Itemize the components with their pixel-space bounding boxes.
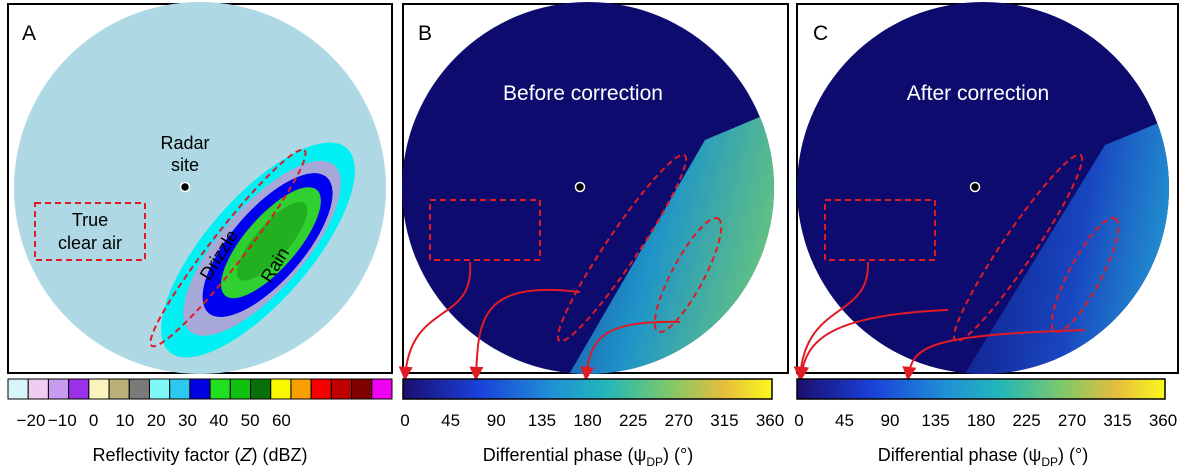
axis-label-sub: DP	[1041, 455, 1058, 469]
colorbar-swatch	[7, 378, 29, 400]
colorbar-swatch	[351, 378, 373, 400]
colorbar	[796, 378, 1166, 400]
drizzle-outline	[556, 153, 688, 343]
colorbar-swatch	[88, 378, 110, 400]
colorbar-tick-label: 270	[1058, 411, 1086, 430]
axis-label-sub: DP	[646, 455, 663, 469]
axis-label-part: Differential phase (	[483, 445, 634, 465]
colorbar-tick-label: 0	[794, 411, 803, 430]
arrow	[795, 309, 949, 381]
colorbar-tick-label: 270	[665, 411, 693, 430]
colorbar-tick-label: 180	[573, 411, 601, 430]
colorbar-tick-label: 225	[619, 411, 647, 430]
colorbar-tick-label: 40	[209, 411, 228, 430]
colorbar-swatch	[169, 378, 191, 400]
colorbar-swatch	[310, 378, 332, 400]
clear-air-box	[824, 199, 936, 261]
axis-label-var: Z	[240, 445, 253, 465]
colorbar-swatch	[250, 378, 272, 400]
clear-air-label: clear air	[58, 233, 122, 253]
colorbar-tick-label: −20	[17, 411, 46, 430]
colorbar-swatch	[189, 378, 211, 400]
colorbar-swatch	[148, 378, 171, 400]
colorbar	[402, 378, 773, 400]
colorbar-swatch	[68, 378, 90, 400]
colorbar-tick-label: 20	[147, 411, 166, 430]
colorbar-tick-label: 315	[710, 411, 738, 430]
axis-label-part: Reflectivity factor (	[92, 445, 240, 465]
colorbar-axis-label: Reflectivity factor (Z) (dBZ)	[92, 445, 307, 465]
clear-air-box	[429, 199, 541, 261]
arrow	[469, 288, 581, 381]
clear-air-box	[34, 202, 146, 261]
colorbar-swatch	[27, 378, 49, 400]
colorbar-tick-label: 90	[881, 411, 900, 430]
panel-label: C	[813, 22, 828, 45]
colorbar-tick-label: 45	[441, 411, 460, 430]
colorbar-swatch	[290, 378, 312, 400]
colorbar-tick-label: 135	[528, 411, 556, 430]
panel-title: Before correction	[503, 82, 663, 105]
colorbar-tick-label: 10	[115, 411, 134, 430]
colorbar-tick-label: 45	[835, 411, 854, 430]
colorbar-tick-label: 135	[921, 411, 949, 430]
colorbar-swatch	[371, 378, 393, 400]
colorbar-tick-label: 90	[487, 411, 506, 430]
axis-label-part: ) (°)	[1058, 445, 1088, 465]
colorbar-tick-label: 60	[272, 411, 291, 430]
arrow	[580, 320, 681, 381]
panel-label: A	[22, 22, 36, 45]
colorbar-tick-label: 225	[1012, 411, 1040, 430]
panel-title: After correction	[907, 82, 1049, 105]
colorbar-swatch	[128, 378, 150, 400]
radar-site-label: Radar	[160, 133, 209, 153]
colorbar-swatch	[330, 378, 353, 400]
panel-label: B	[418, 22, 432, 45]
colorbar-swatch	[108, 378, 130, 400]
colorbar-tick-label: 0	[400, 411, 409, 430]
colorbar-tick-label: 30	[178, 411, 197, 430]
colorbar	[7, 378, 393, 400]
arrow	[793, 261, 870, 381]
arrow	[902, 329, 1086, 381]
arrow	[398, 261, 472, 381]
axis-label-var: ψ	[634, 445, 647, 465]
colorbar-swatch	[270, 378, 292, 400]
colorbar-axis-label: Differential phase (ψDP) (°)	[483, 445, 693, 469]
rain-outline	[653, 216, 723, 334]
colorbar-swatch	[229, 378, 252, 400]
axis-label-part: ) (°)	[663, 445, 693, 465]
rain-outline	[1050, 216, 1120, 334]
colorbar-tick-label: 315	[1103, 411, 1131, 430]
colorbar-tick-label: −10	[48, 411, 77, 430]
echo	[161, 142, 355, 358]
axis-label-part: Differential phase (	[878, 445, 1029, 465]
clear-air-label: True	[72, 210, 108, 230]
colorbar-swatch	[47, 378, 70, 400]
colorbar-tick-label: 50	[241, 411, 260, 430]
radar-site-label: site	[171, 155, 199, 175]
radar-site-dot	[969, 181, 981, 193]
colorbar-tick-label: 0	[89, 411, 98, 430]
axis-label-var: ψ	[1029, 445, 1042, 465]
axis-label-part: ) (dBZ)	[252, 445, 308, 465]
colorbar-tick-label: 360	[1149, 411, 1177, 430]
radar-site-dot	[179, 181, 191, 193]
colorbar-tick-label: 360	[756, 411, 784, 430]
radar-site-dot	[574, 181, 586, 193]
colorbar-swatch	[209, 378, 231, 400]
colorbar-axis-label: Differential phase (ψDP) (°)	[878, 445, 1088, 469]
colorbar-tick-label: 180	[967, 411, 995, 430]
